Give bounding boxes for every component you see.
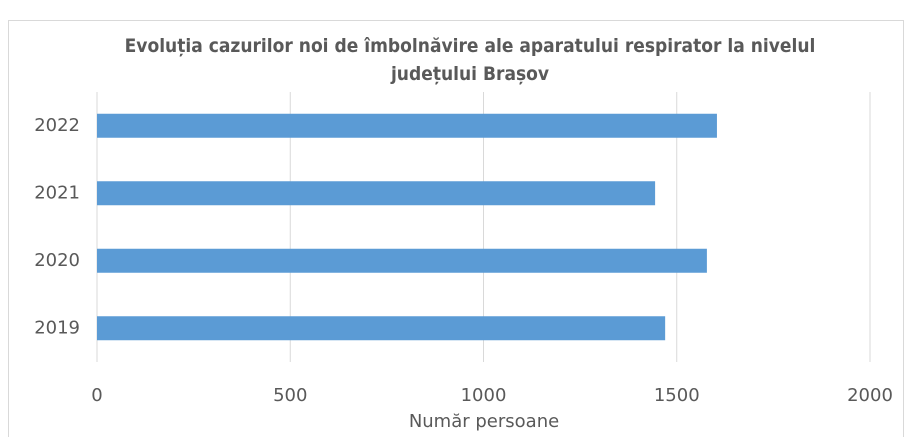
y-tick-label: 2021 bbox=[34, 182, 80, 203]
y-tick-label: 2022 bbox=[34, 115, 80, 136]
bar bbox=[97, 248, 707, 273]
x-tick-label: 2000 bbox=[847, 385, 893, 406]
x-tick-label: 0 bbox=[91, 385, 102, 406]
bar bbox=[97, 316, 666, 341]
chart-title: Evoluția cazurilor noi de îmbolnăvire al… bbox=[124, 35, 816, 85]
chart-frame bbox=[8, 20, 904, 437]
y-tick-label: 2020 bbox=[34, 250, 80, 271]
bar bbox=[97, 181, 656, 206]
x-axis-label: Număr persoane bbox=[409, 411, 559, 432]
bar bbox=[97, 113, 717, 138]
x-tick-label: 500 bbox=[273, 385, 307, 406]
x-tick-label: 1000 bbox=[461, 385, 507, 406]
x-tick-label: 1500 bbox=[654, 385, 700, 406]
y-tick-label: 2019 bbox=[34, 317, 80, 338]
